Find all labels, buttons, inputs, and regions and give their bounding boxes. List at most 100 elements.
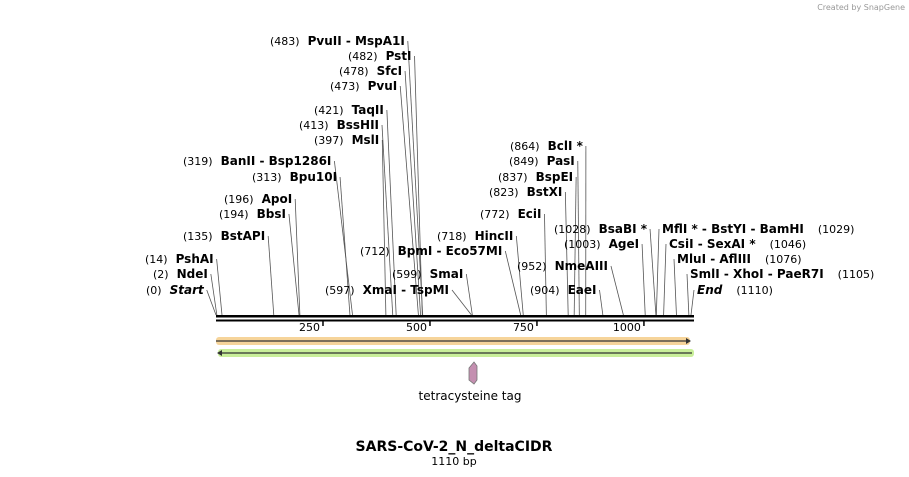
enzyme-name: SmaI xyxy=(430,267,464,281)
site-position: (1029) xyxy=(818,223,855,236)
site-position: (413) xyxy=(299,119,329,132)
tick-label: 750 xyxy=(513,321,534,334)
tick-label: 250 xyxy=(299,321,320,334)
site-position: (823) xyxy=(489,186,519,199)
title: SARS-CoV-2_N_deltaCIDR xyxy=(356,439,553,455)
enzyme-name: XmaI - TspMI xyxy=(363,283,449,297)
site-line xyxy=(686,273,690,316)
site-line xyxy=(641,243,646,316)
site-line xyxy=(504,250,522,316)
site-line xyxy=(267,235,275,316)
site-line xyxy=(599,289,604,316)
site-position: (313) xyxy=(252,171,282,184)
site-line xyxy=(451,289,472,316)
site-position: (135) xyxy=(183,230,213,243)
site-line xyxy=(288,213,300,316)
site-line xyxy=(381,139,387,316)
site-line xyxy=(544,213,547,316)
site-line xyxy=(381,124,394,316)
enzyme-name: TaqII xyxy=(352,103,384,117)
enzyme-name: MflI * - BstYI - BamHI xyxy=(662,222,804,236)
arrow-head xyxy=(686,338,691,344)
site-position: (482) xyxy=(348,50,378,63)
site-position: (1003) xyxy=(564,238,601,251)
site-position: (849) xyxy=(509,155,539,168)
site-line xyxy=(386,109,397,316)
site-position: (772) xyxy=(480,208,510,221)
site-position: (904) xyxy=(530,284,560,297)
site-line xyxy=(339,176,351,316)
site-position: (397) xyxy=(314,134,344,147)
enzyme-name: End xyxy=(697,283,723,297)
credit: Created by SnapGene xyxy=(817,3,905,12)
enzyme-name: SmlI - XhoI - PaeR7I xyxy=(690,267,824,281)
site-position: (0) xyxy=(146,284,162,297)
site-line xyxy=(655,228,660,316)
enzyme-name: EciI xyxy=(518,207,542,221)
enzyme-name: MluI - AflIII xyxy=(677,252,751,266)
site-position: (1046) xyxy=(770,238,807,251)
enzyme-name: EaeI xyxy=(568,283,597,297)
site-line xyxy=(465,273,473,316)
enzyme-name: PvuI xyxy=(368,79,398,93)
tick-label: 500 xyxy=(406,321,427,334)
feature-label: tetracysteine tag xyxy=(419,389,522,403)
enzyme-name: AgeI xyxy=(609,237,639,251)
site-line xyxy=(690,289,695,316)
enzyme-name: ApoI xyxy=(262,192,293,206)
site-line xyxy=(294,198,301,316)
site-position: (599) xyxy=(392,268,422,281)
site-line xyxy=(649,228,657,316)
site-position: (1105) xyxy=(838,268,875,281)
site-position: (712) xyxy=(360,245,390,258)
site-line xyxy=(663,243,667,316)
subtitle: 1110 bp xyxy=(431,455,476,468)
site-position: (196) xyxy=(224,193,254,206)
enzyme-name: PasI xyxy=(547,154,575,168)
site-position: (319) xyxy=(183,155,213,168)
enzyme-name: BbsI xyxy=(257,207,286,221)
ruler xyxy=(216,319,694,322)
enzyme-name: PvuII - MspA1I xyxy=(308,34,405,48)
enzyme-name: BpmI - Eco57MI xyxy=(398,244,503,258)
site-position: (1028) xyxy=(554,223,591,236)
site-position: (473) xyxy=(330,80,360,93)
enzyme-name: BspEI xyxy=(536,170,574,184)
site-line xyxy=(610,265,624,316)
enzyme-name: Bpu10I xyxy=(290,170,337,184)
site-line xyxy=(206,289,217,316)
enzyme-name: MslI xyxy=(352,133,380,147)
enzyme-name: NdeI xyxy=(177,267,208,281)
enzyme-name: HincII xyxy=(475,229,514,243)
ruler xyxy=(216,315,694,318)
enzyme-name: NmeAIII xyxy=(555,259,608,273)
site-position: (478) xyxy=(339,65,369,78)
site-position: (421) xyxy=(314,104,344,117)
site-position: (597) xyxy=(325,284,355,297)
site-position: (718) xyxy=(437,230,467,243)
site-position: (14) xyxy=(145,253,168,266)
enzyme-name: PshAI xyxy=(176,252,214,266)
enzyme-name: PstI xyxy=(386,49,412,63)
site-position: (2) xyxy=(153,268,169,281)
enzyme-name: CsiI - SexAI * xyxy=(669,237,756,251)
site-line xyxy=(573,176,577,316)
site-position: (864) xyxy=(510,140,540,153)
site-line xyxy=(407,40,424,316)
enzyme-name: BstXI xyxy=(527,185,563,199)
site-line xyxy=(564,191,569,316)
enzyme-name: BanII - Bsp1286I xyxy=(221,154,332,168)
site-position: (837) xyxy=(498,171,528,184)
site-line xyxy=(673,258,677,316)
enzyme-name: SfcI xyxy=(377,64,402,78)
site-position: (194) xyxy=(219,208,249,221)
enzyme-name: BsaBI * xyxy=(599,222,648,236)
site-line xyxy=(216,258,223,316)
feature-tag xyxy=(468,361,478,385)
site-position: (1076) xyxy=(765,253,802,266)
site-line xyxy=(414,55,423,316)
site-line xyxy=(333,160,353,316)
site-position: (952) xyxy=(517,260,547,273)
site-position: (1110) xyxy=(736,284,773,297)
